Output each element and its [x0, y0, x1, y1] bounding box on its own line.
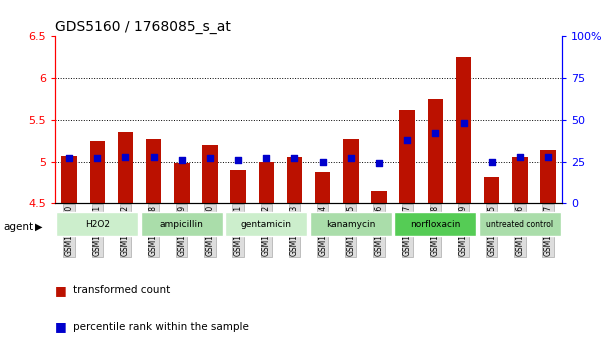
Text: norfloxacin: norfloxacin	[410, 220, 461, 229]
Text: gentamicin: gentamicin	[241, 220, 292, 229]
Bar	[174, 163, 189, 203]
Point	[374, 160, 384, 166]
Point	[233, 157, 243, 163]
Text: ampicillin: ampicillin	[160, 220, 203, 229]
Text: transformed count: transformed count	[73, 285, 170, 295]
Point	[120, 154, 130, 159]
Text: agent: agent	[3, 222, 33, 232]
Point	[177, 157, 187, 163]
Text: percentile rank within the sample: percentile rank within the sample	[73, 322, 249, 332]
Bar	[343, 139, 359, 203]
Bar	[540, 150, 556, 203]
Bar	[428, 99, 443, 203]
Bar	[146, 139, 161, 203]
Bar	[310, 212, 392, 236]
Point	[290, 155, 299, 161]
Bar	[287, 156, 302, 203]
Point	[459, 120, 469, 126]
Point	[543, 154, 553, 159]
Bar	[258, 162, 274, 203]
Title: GDS5160 / 1768085_s_at: GDS5160 / 1768085_s_at	[55, 20, 231, 34]
Point	[318, 159, 327, 164]
Bar	[315, 172, 331, 203]
Bar	[479, 212, 561, 236]
Bar	[118, 132, 133, 203]
Point	[64, 155, 74, 161]
Point	[402, 137, 412, 143]
Bar	[484, 178, 499, 203]
Bar	[512, 156, 528, 203]
Point	[346, 155, 356, 161]
Point	[148, 154, 158, 159]
Text: kanamycin: kanamycin	[326, 220, 376, 229]
Point	[262, 155, 271, 161]
Point	[430, 130, 440, 136]
Text: untreated control: untreated control	[486, 220, 554, 229]
Point	[515, 154, 525, 159]
Text: H2O2: H2O2	[85, 220, 110, 229]
Bar	[89, 141, 105, 203]
Bar	[394, 212, 477, 236]
Text: ■: ■	[55, 320, 67, 333]
Bar	[202, 145, 218, 203]
Bar	[61, 156, 77, 203]
Bar	[56, 212, 138, 236]
Point	[487, 159, 497, 164]
Bar	[456, 57, 471, 203]
Bar	[225, 212, 307, 236]
Point	[205, 155, 215, 161]
Point	[92, 155, 102, 161]
Bar	[230, 170, 246, 203]
Bar	[371, 191, 387, 203]
Bar	[141, 212, 223, 236]
Text: ▶: ▶	[35, 222, 43, 232]
Text: ■: ■	[55, 284, 67, 297]
Bar	[400, 110, 415, 203]
